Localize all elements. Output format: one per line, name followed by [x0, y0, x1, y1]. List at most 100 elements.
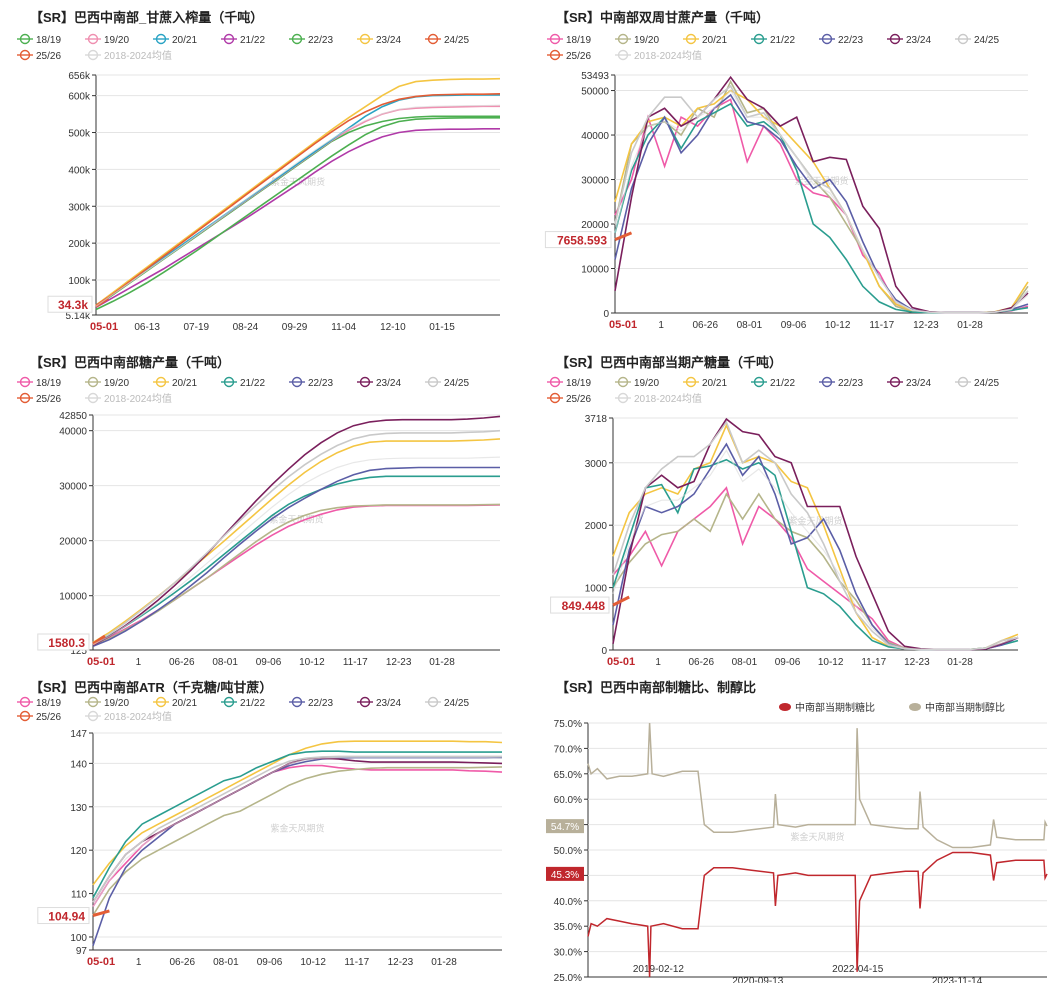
- y-tick-label: 30000: [59, 482, 87, 493]
- y-tick-label: 40.0%: [554, 897, 582, 908]
- watermark: 紫金天风期货: [794, 175, 848, 186]
- x-tick-label: 12-23: [386, 657, 412, 668]
- current-value-label: 45.3%: [551, 870, 579, 881]
- legend-label: 21/22: [770, 378, 795, 389]
- x-tick-label: 10-12: [825, 320, 851, 331]
- legend-label: 22/23: [308, 378, 333, 389]
- x-tick-label: 11-17: [343, 657, 368, 668]
- x-tick-label: 11-17: [869, 320, 894, 331]
- y-tick-label: 3000: [585, 459, 608, 470]
- chart-title: 【SR】巴西中南部_甘蔗入榨量（千吨）: [30, 10, 263, 25]
- legend-label: 20/21: [702, 35, 727, 46]
- x-tick-label: 06-26: [169, 657, 195, 668]
- x-tick-label: 01-28: [957, 320, 983, 331]
- legend-label: 21/22: [240, 35, 265, 46]
- series-line-21/22: [95, 128, 500, 308]
- series-line-2018-2024均值: [95, 104, 501, 307]
- x-tick-label: 05-01: [87, 656, 115, 668]
- y-tick-label: 147: [70, 729, 87, 740]
- y-tick-label: 500k: [68, 129, 91, 140]
- current-value-label: 1580.3: [48, 636, 85, 650]
- y-tick-label: 35.0%: [554, 922, 582, 933]
- legend-label: 23/24: [376, 378, 401, 389]
- series-line-2018-2024均值: [614, 89, 1029, 314]
- legend-label: 20/21: [172, 698, 197, 709]
- x-tick-label: 09-29: [282, 322, 308, 333]
- current-value-box: [550, 596, 610, 614]
- biweekly-cane-chart: 【SR】中南部双周甘蔗产量（千吨） 18/19 19/20 20/21 21/22 22/…: [544, 10, 1029, 331]
- legend-label: 2018-2024均值: [104, 710, 172, 723]
- series-line-18/19: [92, 504, 501, 645]
- y-tick-label: 1000: [585, 584, 608, 595]
- x-tick-label: 12-23: [388, 957, 414, 968]
- legend-label: 20/21: [702, 378, 727, 389]
- series-line-21/22: [92, 475, 500, 645]
- legend-label: 19/20: [104, 35, 129, 46]
- x-tick-label: 11-04: [331, 322, 356, 333]
- watermark: 紫金天风期货: [790, 831, 844, 842]
- watermark: 紫金天风期货: [271, 176, 325, 187]
- x-tick-label: 01-28: [429, 657, 455, 668]
- chart-title: 【SR】巴西中南部糖产量（千吨）: [30, 355, 230, 370]
- legend-label: 22/23: [838, 378, 863, 389]
- y-tick-label: 70.0%: [554, 744, 582, 755]
- x-tick-label: 01-15: [429, 322, 455, 333]
- legend-label: 22/23: [308, 35, 333, 46]
- x-tick-label: 1: [658, 320, 664, 331]
- y-tick-label: 97: [76, 946, 88, 957]
- legend-label: 20/21: [172, 378, 197, 389]
- series-line-19/20: [614, 79, 1029, 314]
- legend-label: 2018-2024均值: [634, 49, 702, 62]
- y-tick-label: 130: [70, 803, 87, 814]
- legend-label: 20/21: [172, 35, 197, 46]
- series-line-21/22: [92, 750, 502, 899]
- y-tick-label: 10000: [59, 592, 87, 603]
- x-tick-label: 01-28: [947, 657, 973, 668]
- series-line-24/25: [614, 84, 1029, 314]
- y-tick-label: 656k: [68, 71, 91, 82]
- legend-label: 25/26: [566, 394, 591, 405]
- x-tick-label: 12-23: [904, 657, 930, 668]
- series-line-19/20: [92, 766, 503, 916]
- legend-label: 21/22: [240, 378, 265, 389]
- x-tick-label: 12-10: [380, 322, 406, 333]
- series-line-19/20: [92, 503, 501, 646]
- legend-label: 24/25: [974, 378, 999, 389]
- x-tick-label: 09-06: [256, 657, 282, 668]
- legend-label: 2018-2024均值: [104, 392, 172, 405]
- x-tick-label: 11-17: [344, 957, 369, 968]
- series-line-2018-2024均值: [92, 757, 503, 907]
- series-line-18/19: [95, 115, 500, 308]
- legend-label: 23/24: [906, 378, 931, 389]
- watermark: 紫金天风期货: [270, 823, 324, 834]
- x-tick-label: 05-01: [90, 321, 118, 333]
- legend-label: 25/26: [36, 51, 61, 62]
- current-value-box: [546, 819, 584, 834]
- cane-crushing-chart: 【SR】巴西中南部_甘蔗入榨量（千吨） 18/19 19/20 20/21 21/22 2…: [17, 10, 501, 333]
- x-tick-label: 05-01: [607, 656, 635, 668]
- x-tick-label: 09-06: [775, 657, 801, 668]
- series-line-24/25: [612, 420, 1019, 651]
- period-sugar-chart: 【SR】巴西中南部当期产糖量（千吨） 18/19 19/20 20/21 21/22 22…: [547, 355, 1019, 668]
- legend-label: 18/19: [566, 378, 591, 389]
- legend-label: 18/19: [36, 698, 61, 709]
- series-line-2018-2024均值: [612, 449, 1019, 650]
- legend-swatch: [909, 703, 921, 711]
- series-line-25/26: [612, 595, 630, 607]
- atr-chart: 【SR】巴西中南部ATR（千克糖/吨甘蔗） 18/19 19/20 20/21 21/2…: [17, 680, 503, 968]
- current-value-label: 54.7%: [551, 822, 579, 833]
- current-value-label: 7658.593: [557, 234, 607, 248]
- legend-label: 23/24: [376, 698, 401, 709]
- x-tick-label: 09-06: [781, 320, 807, 331]
- x-tick-label: 08-01: [737, 320, 763, 331]
- chart-title: 【SR】中南部双周甘蔗产量（千吨）: [556, 10, 769, 25]
- y-tick-label: 400k: [68, 165, 91, 176]
- legend-swatch: [779, 703, 791, 711]
- x-tick-label: 08-01: [213, 957, 239, 968]
- legend-label: 19/20: [104, 378, 129, 389]
- series-line-23/24: [92, 415, 501, 646]
- legend-label: 中南部当期制糖比: [795, 701, 875, 714]
- y-tick-label: 53493: [581, 71, 609, 82]
- chart-title: 【SR】巴西中南部当期产糖量（千吨）: [556, 355, 782, 370]
